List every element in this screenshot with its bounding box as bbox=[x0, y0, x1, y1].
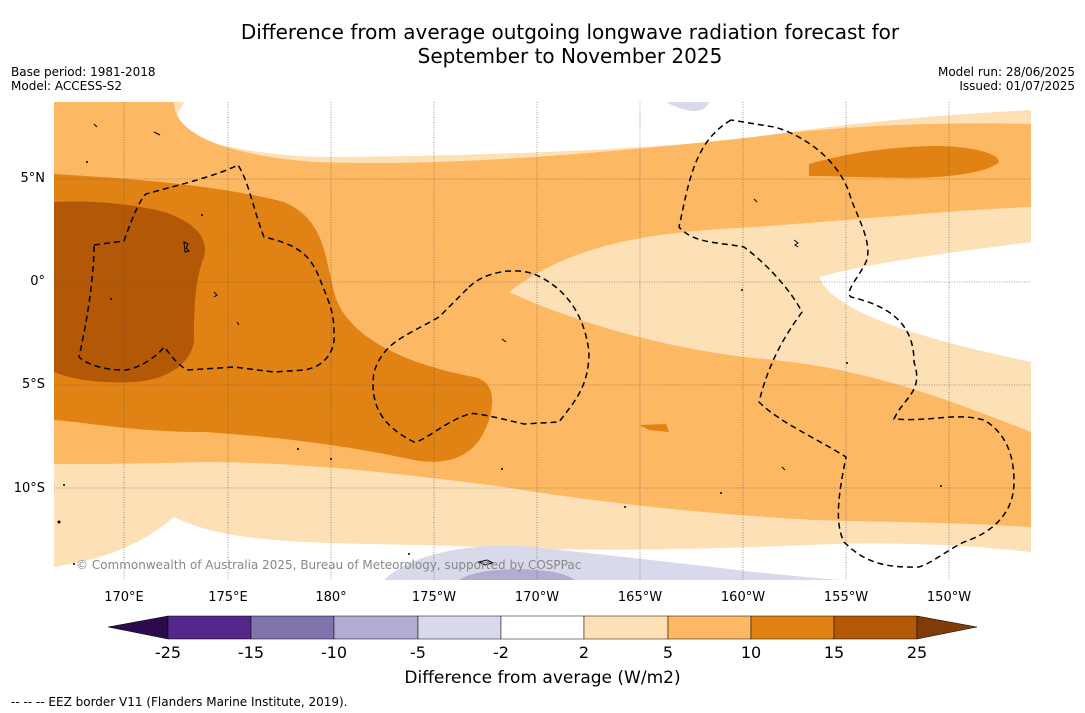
colorbar-segment bbox=[833, 615, 918, 640]
anomaly-map bbox=[54, 102, 1031, 580]
lon-label: 170°E bbox=[104, 590, 144, 605]
lat-label: 10°S bbox=[13, 481, 45, 496]
lon-label: 175°E bbox=[208, 590, 248, 605]
colorbar-segment bbox=[417, 615, 502, 640]
colorbar-tick: -10 bbox=[320, 643, 348, 662]
lon-label: 150°W bbox=[926, 590, 972, 605]
eez-borders bbox=[78, 119, 1015, 568]
colorbar-tick: 5 bbox=[662, 643, 674, 662]
colorbar-segment bbox=[500, 615, 585, 640]
colorbar-segment bbox=[583, 615, 669, 640]
lat-label: 5°S bbox=[21, 377, 45, 392]
eez-legend-note: -- -- -- EEZ border V11 (Flanders Marine… bbox=[11, 695, 348, 709]
colorbar-tick: -25 bbox=[154, 643, 182, 662]
colorbar-segment bbox=[750, 615, 835, 640]
lon-label: 170°W bbox=[514, 590, 560, 605]
colorbar-arrow-high bbox=[916, 615, 978, 640]
anomaly-band-15-25 bbox=[54, 201, 205, 383]
title-line-1: Difference from average outgoing longwav… bbox=[240, 20, 900, 44]
lon-label: 155°W bbox=[823, 590, 869, 605]
eez-kiribati-line bbox=[678, 119, 1015, 568]
copyright-notice: © Commonwealth of Australia 2025, Bureau… bbox=[76, 558, 582, 572]
lon-label: 160°W bbox=[720, 590, 766, 605]
colorbar-arrow-low bbox=[107, 615, 169, 640]
colorbar-tick: -15 bbox=[237, 643, 265, 662]
colorbar-title: Difference from average (W/m2) bbox=[404, 668, 681, 688]
model-name: Model: ACCESS-S2 bbox=[11, 79, 123, 93]
model-run: Model run: 28/06/2025 bbox=[937, 65, 1075, 79]
meta-right: Model run: 28/06/2025 Issued: 01/07/2025 bbox=[938, 65, 1075, 93]
colorbar-tick: 25 bbox=[906, 643, 928, 662]
title-line-2: September to November 2025 bbox=[417, 44, 723, 68]
graticule bbox=[54, 102, 1031, 580]
issued-date: Issued: 01/07/2025 bbox=[959, 79, 1075, 93]
anomaly-band-neutral-east bbox=[819, 242, 1031, 362]
colorbar-tick: 10 bbox=[740, 643, 762, 662]
colorbar-tick: -2 bbox=[493, 643, 509, 662]
anomaly-band-neutral-south bbox=[54, 517, 1031, 580]
anomaly-band-10-15-spot bbox=[639, 424, 669, 432]
colorbar-tick: -5 bbox=[410, 643, 426, 662]
lon-label: 165°W bbox=[617, 590, 663, 605]
colorbar-segment bbox=[333, 615, 419, 640]
island-outlines bbox=[93, 123, 799, 566]
colorbar-tick: 15 bbox=[823, 643, 845, 662]
lon-label: 180° bbox=[315, 590, 347, 605]
colorbar-tick: 2 bbox=[578, 643, 590, 662]
anomaly-band-negative-north bbox=[666, 102, 709, 112]
eez-tuvalu bbox=[78, 164, 335, 373]
colorbar-segment bbox=[667, 615, 752, 640]
chart-title: Difference from average outgoing longwav… bbox=[0, 20, 1085, 68]
colorbar-segment bbox=[167, 615, 252, 640]
colorbar-segment bbox=[250, 615, 335, 640]
anomaly-band-neutral-north bbox=[174, 102, 1031, 157]
meta-left: Base period: 1981-2018 Model: ACCESS-S2 bbox=[11, 65, 156, 93]
island-dots bbox=[57, 161, 942, 565]
anomaly-band-10-15-north bbox=[809, 146, 999, 178]
anomaly-band-negative-strong bbox=[459, 569, 574, 580]
lat-label: 5°N bbox=[20, 171, 46, 186]
colorbar bbox=[107, 615, 978, 640]
lon-label: 175°W bbox=[411, 590, 457, 605]
eez-tokelau bbox=[372, 270, 590, 443]
base-period: Base period: 1981-2018 bbox=[11, 65, 156, 79]
lat-label: 0° bbox=[30, 274, 45, 289]
